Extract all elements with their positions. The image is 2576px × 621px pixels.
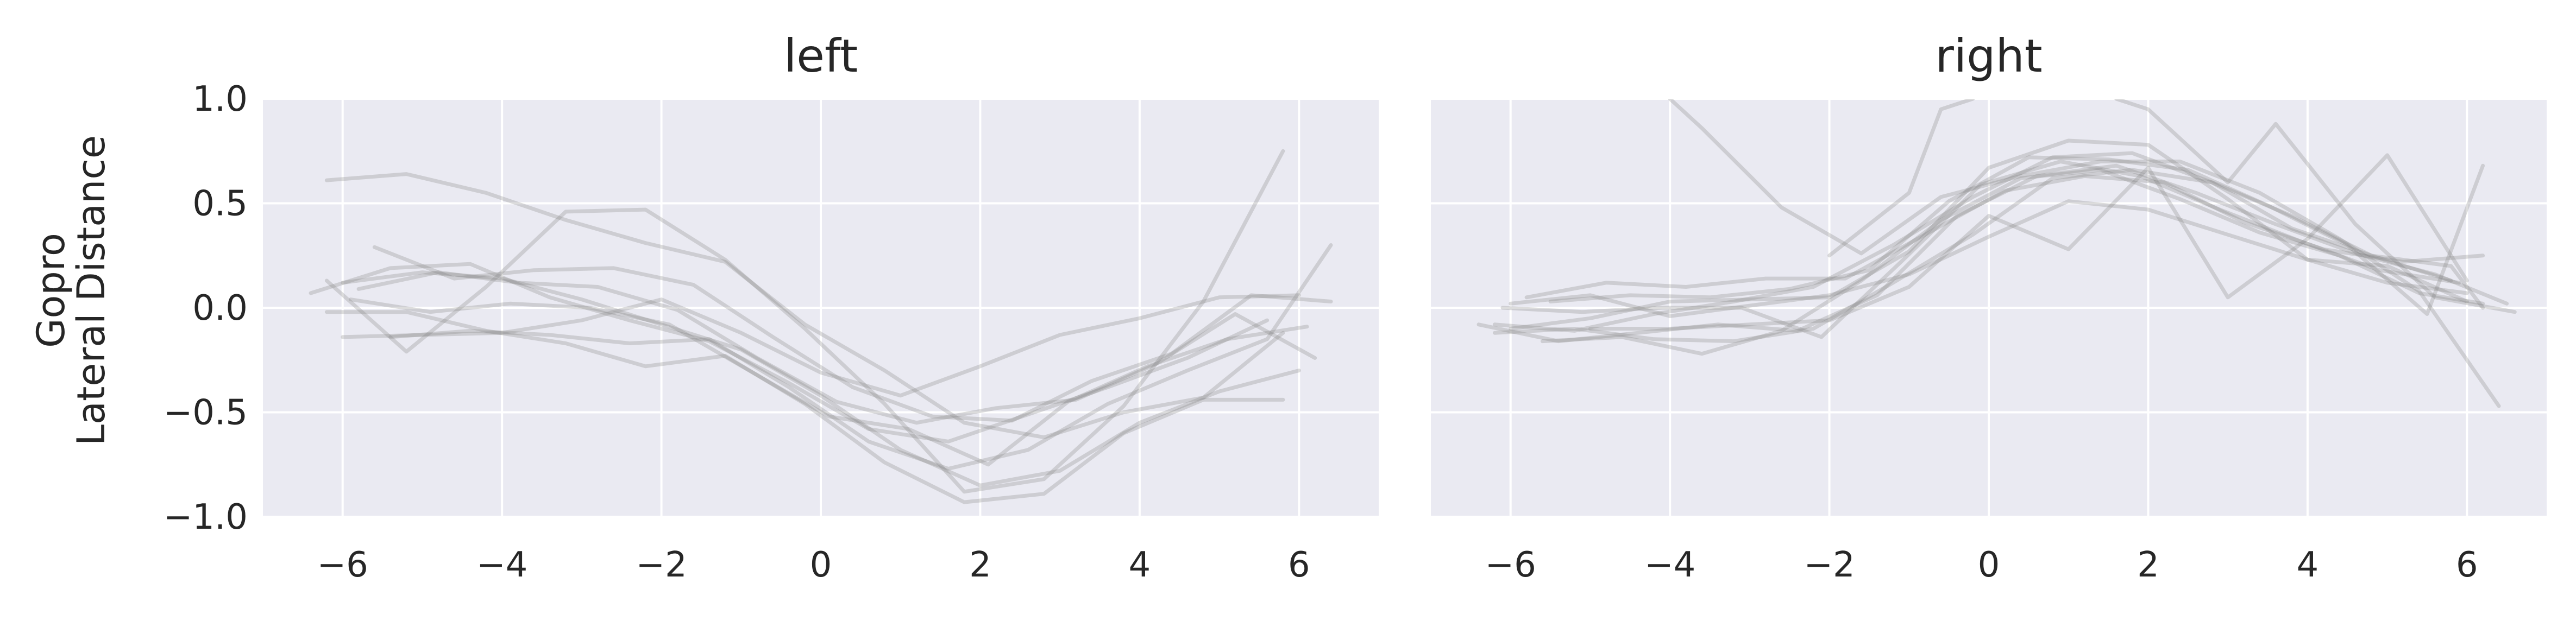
- series-line-7: [1540, 168, 2485, 356]
- x-tick-label: −6: [1485, 545, 1536, 585]
- series-line-12: [2114, 99, 2517, 314]
- panel-title: left: [784, 29, 858, 83]
- series-line-8: [1500, 160, 2461, 339]
- series-line-8: [348, 297, 1309, 467]
- y-tick-label: −0.5: [164, 393, 248, 433]
- x-tick-label: 6: [1288, 545, 1310, 585]
- series-line-3: [324, 310, 1285, 504]
- panel-title: right: [1935, 29, 2042, 83]
- series-line-0: [324, 172, 1285, 440]
- x-tick-label: 4: [1128, 545, 1151, 585]
- x-tick-label: −2: [1804, 545, 1855, 585]
- x-tick-label: 4: [2296, 545, 2319, 585]
- x-tick-label: 6: [2456, 545, 2478, 585]
- x-tick-label: 0: [810, 545, 832, 585]
- series-line-7: [341, 293, 1301, 398]
- series-line-1: [1492, 151, 2453, 333]
- series-line-9: [388, 243, 1333, 471]
- series-line-2: [1509, 138, 2469, 331]
- x-tick-label: −4: [1644, 545, 1695, 585]
- series-line-5: [1492, 168, 2485, 344]
- x-tick-label: −6: [317, 545, 368, 585]
- y-tick-label: 0.0: [192, 288, 248, 328]
- y-axis-label-line-1: Gopro: [29, 233, 73, 348]
- series-line-4: [1509, 199, 2469, 318]
- series-line-6: [324, 149, 1285, 494]
- series-line-1: [341, 270, 1301, 487]
- series-line-4: [356, 270, 1317, 425]
- y-tick-label: 1.0: [192, 79, 248, 119]
- x-tick-label: 0: [1978, 545, 2000, 585]
- series-line-5: [372, 245, 1333, 423]
- series-line-10: [1548, 155, 2485, 316]
- series-line-9: [1588, 153, 2469, 331]
- y-axis-label-line-2: Lateral Distance: [69, 135, 114, 446]
- x-tick-label: 2: [2137, 545, 2159, 585]
- series-line-0: [1668, 99, 2501, 408]
- y-tick-label: −1.0: [164, 497, 248, 537]
- series-line-11: [1827, 99, 1975, 258]
- x-tick-label: −2: [636, 545, 687, 585]
- x-tick-label: −4: [476, 545, 527, 585]
- series-line-3: [1477, 163, 2509, 344]
- panel-right: −6 −4 −2 0 2 4 6 right: [1431, 29, 2547, 585]
- x-tick-label: 2: [969, 545, 991, 585]
- y-tick-label: 0.5: [192, 184, 248, 224]
- series-line-2: [309, 262, 1270, 443]
- panel-left: −6 −4 −2 0 2 4 6 −1.0 −0.5 0.0 0.5 1.0 left: [164, 29, 1379, 585]
- series-line-6: [1524, 174, 2485, 300]
